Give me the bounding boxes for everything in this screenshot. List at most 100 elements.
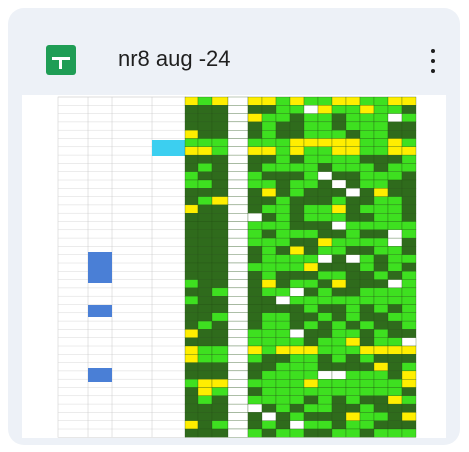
sheet-cell bbox=[303, 246, 319, 255]
sheet-cell bbox=[331, 345, 347, 355]
sheet-cell bbox=[275, 171, 291, 181]
sheet-cell bbox=[247, 304, 263, 313]
sheet-cell bbox=[247, 246, 263, 255]
sheet-cell bbox=[359, 420, 375, 430]
sheet-cell bbox=[227, 354, 249, 363]
sheet-cell bbox=[211, 362, 229, 372]
sheets-icon bbox=[46, 45, 76, 75]
sheet-cell bbox=[387, 354, 403, 363]
sheet-cell bbox=[317, 204, 333, 214]
sheet-cell bbox=[359, 171, 375, 181]
sheet-cell bbox=[401, 362, 417, 372]
sheet-cell bbox=[227, 179, 249, 189]
sheet-cell bbox=[317, 428, 333, 438]
sheet-cell bbox=[289, 296, 305, 305]
sheet-cell bbox=[303, 279, 319, 289]
sheet-cell bbox=[211, 105, 229, 114]
sheet-cell bbox=[317, 304, 333, 313]
thumbnail[interactable] bbox=[22, 95, 446, 438]
sheet-cell bbox=[331, 229, 347, 239]
sheet-cell bbox=[211, 146, 229, 156]
sheet-cell bbox=[331, 320, 347, 330]
sheet-cell bbox=[247, 113, 263, 123]
sheet-cell bbox=[345, 362, 361, 372]
sheet-cell bbox=[275, 105, 291, 114]
sheet-cell bbox=[289, 354, 305, 363]
sheet-cell bbox=[373, 287, 389, 297]
sheet-cell bbox=[247, 287, 263, 297]
sheet-cell bbox=[289, 312, 305, 322]
sheet-cell bbox=[303, 329, 319, 338]
sheet-cell bbox=[211, 179, 229, 189]
sheet-cell bbox=[247, 237, 263, 247]
sheet-cell bbox=[303, 262, 319, 272]
sheet-cell bbox=[317, 262, 333, 272]
sheet-cell bbox=[289, 370, 305, 380]
sheet-cell bbox=[227, 237, 249, 247]
sheet-cell bbox=[227, 403, 249, 413]
more-menu[interactable] bbox=[426, 46, 440, 76]
sheet-cell bbox=[373, 337, 389, 347]
sheet-cell bbox=[359, 304, 375, 313]
sheet-cell bbox=[359, 296, 375, 305]
sheet-cell bbox=[387, 287, 403, 297]
sheet-cell bbox=[275, 337, 291, 347]
sheet-cell bbox=[345, 237, 361, 247]
sheet-cell bbox=[373, 403, 389, 413]
sheet-cell bbox=[401, 420, 417, 430]
sheet-cell bbox=[317, 320, 333, 330]
sheet-cell bbox=[211, 304, 229, 313]
sheet-cell bbox=[373, 105, 389, 114]
sheet-cell bbox=[247, 320, 263, 330]
sheet-cell bbox=[289, 320, 305, 330]
sheet-cell bbox=[331, 204, 347, 214]
sheet-cell bbox=[345, 213, 361, 222]
sheet-cell bbox=[261, 354, 277, 363]
sheet-cell bbox=[317, 362, 333, 372]
sheet-cell bbox=[275, 237, 291, 247]
sheet-cell bbox=[303, 96, 319, 106]
sheet-cell bbox=[197, 296, 213, 305]
sheet-cell bbox=[317, 287, 333, 297]
sheet-cell bbox=[247, 163, 263, 172]
sheet-cell bbox=[345, 221, 361, 230]
sheet-cell bbox=[261, 387, 277, 396]
sheet-cell bbox=[211, 246, 229, 255]
sheet-cell bbox=[261, 370, 277, 380]
file-name[interactable]: nr8 aug -24 bbox=[118, 46, 231, 71]
sheet-cell bbox=[345, 163, 361, 172]
sheet-cell bbox=[289, 287, 305, 297]
sheet-cell bbox=[227, 395, 249, 405]
sheet-cell bbox=[401, 105, 417, 114]
sheet-cell bbox=[373, 345, 389, 355]
sheet-cell bbox=[261, 221, 277, 230]
sheet-cell bbox=[197, 395, 213, 405]
sheet-cell bbox=[373, 304, 389, 313]
sheet-cell bbox=[289, 213, 305, 222]
sheet-cell bbox=[317, 171, 333, 181]
sheet-cell bbox=[317, 354, 333, 363]
sheet-cell bbox=[331, 154, 347, 164]
sheet-cell bbox=[359, 354, 375, 363]
sheet-cell bbox=[184, 213, 199, 222]
sheet-cell bbox=[387, 146, 403, 156]
sheet-cell bbox=[227, 320, 249, 330]
sheet-cell bbox=[373, 420, 389, 430]
sheet-cell bbox=[387, 403, 403, 413]
sheet-cell bbox=[261, 96, 277, 106]
sheet-cell bbox=[275, 188, 291, 197]
sheet-cell bbox=[197, 121, 213, 131]
sheet-cell bbox=[317, 154, 333, 164]
sheet-cell bbox=[317, 379, 333, 388]
sheet-cell bbox=[289, 428, 305, 438]
sheet-cell bbox=[275, 221, 291, 230]
sheet-cell bbox=[197, 130, 213, 139]
sheet-cell bbox=[275, 287, 291, 297]
sheet-cell bbox=[197, 154, 213, 164]
sheet-cell bbox=[345, 246, 361, 255]
sheet-cell bbox=[227, 370, 249, 380]
sheet-cell bbox=[275, 354, 291, 363]
sheet-cell bbox=[345, 271, 361, 280]
sheet-cell bbox=[184, 221, 199, 230]
sheet-cell bbox=[289, 171, 305, 181]
